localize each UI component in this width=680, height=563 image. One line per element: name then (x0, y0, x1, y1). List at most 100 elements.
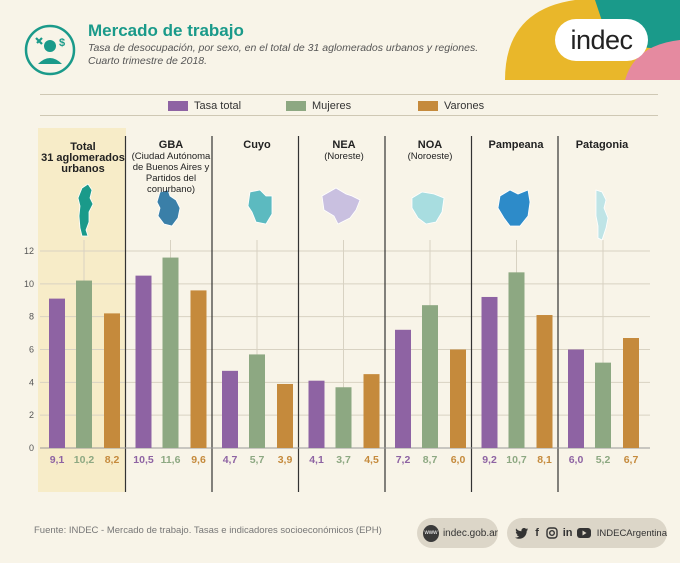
legend-label: Mujeres (312, 100, 352, 112)
website-label: indec.gob.ar (442, 527, 498, 539)
bar-varones (623, 338, 639, 448)
region-name: Cuyo (243, 139, 271, 151)
bar-mujeres (422, 305, 438, 448)
data-label: 8,2 (105, 454, 120, 466)
linkedin-icon[interactable]: in (562, 527, 573, 539)
region-map-3 (321, 187, 361, 225)
data-label: 9,6 (191, 454, 206, 466)
y-tick-label: 2 (29, 410, 34, 420)
bar-tasa-total (395, 329, 411, 448)
data-label: 9,2 (482, 454, 497, 466)
region-map-5 (497, 189, 531, 227)
bar-tasa-total (49, 298, 65, 448)
bar-tasa-total (222, 370, 238, 448)
svg-text:$: $ (59, 37, 65, 49)
region-map-2 (247, 189, 273, 225)
bar-varones (536, 315, 553, 448)
legend-bottom-rule (40, 115, 658, 116)
region-map-4 (411, 191, 445, 225)
region-name: NEA (332, 139, 356, 151)
twitter-icon[interactable] (515, 526, 528, 541)
data-label: 4,5 (364, 454, 379, 466)
legend-label: Varones (444, 100, 485, 112)
bar-mujeres (335, 387, 352, 448)
region-head-nea: NEA (Noreste) (302, 139, 386, 163)
region-head-gba: GBA (Ciudad Autónoma de Buenos Aires y P… (130, 139, 212, 196)
y-tick-label: 0 (29, 443, 34, 453)
y-tick-label: 10 (24, 279, 34, 289)
region-head-pampeana: Pampeana (474, 140, 558, 151)
indec-logo: indec (555, 19, 648, 61)
legend-top-rule (40, 94, 658, 95)
bar-mujeres (249, 354, 265, 448)
bar-tasa-total (308, 380, 325, 448)
bar-mujeres (508, 272, 525, 448)
data-label: 3,7 (336, 454, 351, 466)
legend-swatch (286, 101, 306, 111)
data-label: 5,7 (250, 454, 265, 466)
data-label: 10,5 (133, 454, 154, 466)
data-label: 10,2 (74, 454, 95, 466)
region-head-noa: NOA (Noroeste) (388, 139, 472, 163)
data-label: 4,1 (309, 454, 324, 466)
social-handle: INDECArgentina (596, 527, 667, 539)
region-head-cuyo: Cuyo (216, 140, 298, 151)
legend-item-varones: Varones (418, 100, 484, 112)
y-tick-label: 4 (29, 377, 34, 387)
data-label: 5,2 (596, 454, 611, 466)
chart-subtitle: Tasa de desocupación, por sexo, en el to… (88, 42, 479, 67)
region-map-0 (77, 183, 94, 237)
data-label: 9,1 (50, 454, 65, 466)
region-head-total: Total 31 aglomerados urbanos (40, 142, 126, 175)
bar-varones (277, 383, 293, 448)
region-map-6 (595, 189, 609, 241)
chart-title: Mercado de trabajo (88, 21, 244, 40)
region-sub: (Noreste) (324, 151, 364, 162)
data-label: 6,0 (451, 454, 466, 466)
legend-swatch (418, 101, 438, 111)
region-name: NOA (417, 139, 443, 151)
data-label: 6,7 (624, 454, 639, 466)
data-label: 4,7 (223, 454, 238, 466)
social-links[interactable]: f in INDECArgentina (507, 518, 667, 548)
region-head-patagonia: Patagonia (560, 140, 644, 151)
data-label: 7,2 (396, 454, 411, 466)
youtube-icon[interactable] (576, 526, 591, 541)
instagram-icon[interactable] (546, 526, 559, 541)
facebook-icon[interactable]: f (535, 527, 539, 539)
region-sub: (Ciudad Autónoma de Buenos Aires y Parti… (131, 151, 211, 195)
bar-tasa-total (135, 275, 152, 448)
y-tick-label: 6 (29, 345, 34, 355)
data-label: 10,7 (506, 454, 527, 466)
bar-varones (363, 374, 380, 448)
data-label: 8,7 (423, 454, 438, 466)
data-label: 6,0 (569, 454, 584, 466)
globe-icon: www (423, 524, 439, 542)
region-name: Pampeana (488, 139, 544, 151)
data-label: 8,1 (537, 454, 552, 466)
bar-mujeres (595, 362, 611, 448)
bar-mujeres (162, 257, 179, 448)
data-label: 11,6 (161, 454, 181, 466)
bar-varones (450, 349, 466, 448)
worker-icon: $ (24, 24, 76, 76)
region-name: GBA (158, 139, 184, 151)
y-tick-label: 8 (29, 312, 34, 322)
website-link[interactable]: www indec.gob.ar (417, 518, 498, 548)
bar-tasa-total (568, 349, 584, 448)
source-note: Fuente: INDEC - Mercado de trabajo. Tasa… (34, 525, 382, 536)
region-name: Total 31 aglomerados urbanos (41, 141, 125, 175)
region-sub: (Noroeste) (407, 151, 453, 162)
data-label: 3,9 (278, 454, 293, 466)
bar-varones (104, 313, 120, 448)
legend-label: Tasa total (194, 100, 242, 112)
legend-swatch (168, 101, 188, 111)
legend-item-mujeres: Mujeres (286, 100, 351, 112)
legend-item-tasa-total: Tasa total (168, 100, 241, 112)
bar-tasa-total (481, 296, 498, 448)
region-name: Patagonia (575, 139, 629, 151)
bar-mujeres (76, 280, 92, 448)
bar-varones (190, 290, 207, 448)
y-tick-label: 12 (24, 246, 34, 256)
